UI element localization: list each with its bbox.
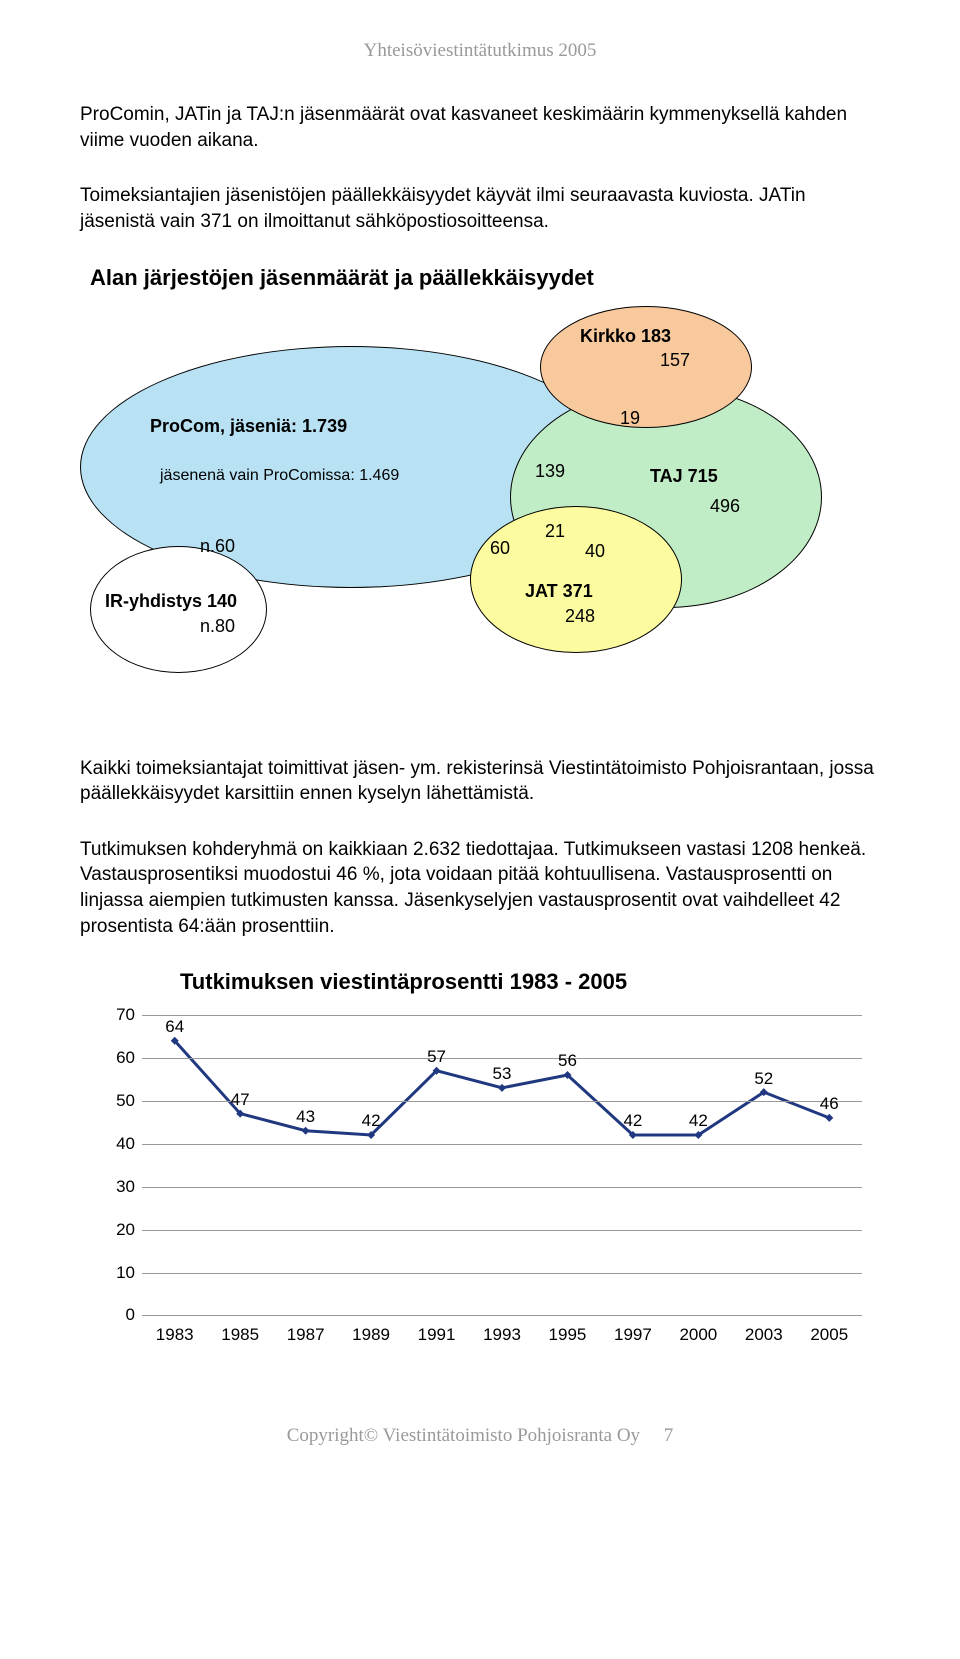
label-kirkko-title: Kirkko 183 (580, 326, 671, 348)
x-tick: 1983 (156, 1325, 194, 1345)
plot-area (142, 1015, 862, 1315)
gridline (142, 1315, 862, 1316)
point-label: 42 (689, 1111, 708, 1131)
point-label: 64 (165, 1017, 184, 1037)
venn-diagram: Kirkko 183 157 ProCom, jäseniä: 1.739 jä… (80, 306, 880, 726)
label-procom-sub: jäsenenä vain ProComissa: 1.469 (160, 466, 399, 485)
y-tick: 20 (116, 1220, 135, 1240)
gridline (142, 1101, 862, 1102)
gridline (142, 1015, 862, 1016)
paragraph-4: Tutkimuksen kohderyhmä on kaikkiaan 2.63… (80, 837, 880, 940)
point-label: 46 (820, 1094, 839, 1114)
paragraph-1: ProComin, JATin ja TAJ:n jäsenmäärät ova… (80, 102, 880, 153)
x-tick: 1991 (418, 1325, 456, 1345)
point-label: 57 (427, 1047, 446, 1067)
y-tick: 70 (116, 1005, 135, 1025)
point-label: 42 (623, 1111, 642, 1131)
gridline (142, 1058, 862, 1059)
y-tick: 40 (116, 1134, 135, 1154)
ellipse-kirkko (540, 306, 752, 428)
label-taj-title: TAJ 715 (650, 466, 718, 488)
y-axis: 010203040506070 (100, 1015, 140, 1315)
page-header: Yhteisöviestintätutkimus 2005 (80, 40, 880, 62)
y-tick: 30 (116, 1177, 135, 1197)
gridline (142, 1273, 862, 1274)
y-tick: 50 (116, 1091, 135, 1111)
label-taj-val: 496 (710, 496, 740, 518)
x-tick: 1985 (221, 1325, 259, 1345)
gridline (142, 1187, 862, 1188)
point-label: 43 (296, 1107, 315, 1127)
x-tick: 2005 (810, 1325, 848, 1345)
point-label: 42 (362, 1111, 381, 1131)
paragraph-3: Kaikki toimeksiantajat toimittivat jäsen… (80, 756, 880, 807)
point-label: 52 (754, 1069, 773, 1089)
ellipse-jat (470, 506, 682, 653)
label-jat-title: JAT 371 (525, 581, 593, 603)
paragraph-2: Toimeksiantajien jäsenistöjen päällekkäi… (80, 183, 880, 234)
label-jat-val: 248 (565, 606, 595, 628)
y-tick: 60 (116, 1048, 135, 1068)
point-label: 53 (493, 1064, 512, 1084)
label-procom-title: ProCom, jäseniä: 1.739 (150, 416, 347, 438)
x-tick: 2000 (679, 1325, 717, 1345)
label-ir-title: IR-yhdistys 140 (105, 591, 237, 613)
point-label: 56 (558, 1051, 577, 1071)
x-tick: 1987 (287, 1325, 325, 1345)
label-21: 21 (545, 521, 565, 543)
gridline (142, 1230, 862, 1231)
chart-marker (825, 1114, 833, 1122)
x-axis: 1983 1985 1987 1989 1991 1993 1995 1997 2000 2003… (142, 1325, 862, 1350)
line-chart: 010203040506070 198319851987198919911993… (100, 1015, 870, 1375)
copyright: Copyright© Viestintätoimisto Pohjoisrant… (287, 1425, 640, 1446)
chart-marker (302, 1127, 310, 1135)
x-tick: 1989 (352, 1325, 390, 1345)
x-tick: 2003 (745, 1325, 783, 1345)
page-footer: Copyright© Viestintätoimisto Pohjoisrant… (80, 1425, 880, 1447)
label-ir-val: n.80 (200, 616, 235, 638)
y-tick: 10 (116, 1263, 135, 1283)
x-tick: 1997 (614, 1325, 652, 1345)
label-139: 139 (535, 461, 565, 483)
label-kirkko-val: 157 (660, 350, 690, 372)
label-n60-left: n.60 (200, 536, 235, 558)
x-tick: 1993 (483, 1325, 521, 1345)
y-tick: 0 (126, 1305, 135, 1325)
venn-title: Alan järjestöjen jäsenmäärät ja päällekk… (90, 265, 880, 291)
gridline (142, 1144, 862, 1145)
label-19: 19 (620, 408, 640, 430)
point-label: 47 (231, 1090, 250, 1110)
x-tick: 1995 (549, 1325, 587, 1345)
page-number: 7 (664, 1425, 674, 1446)
label-60: 60 (490, 538, 510, 560)
chart-marker (498, 1084, 506, 1092)
chart-title: Tutkimuksen viestintäprosentti 1983 - 20… (180, 969, 880, 995)
label-40: 40 (585, 541, 605, 563)
